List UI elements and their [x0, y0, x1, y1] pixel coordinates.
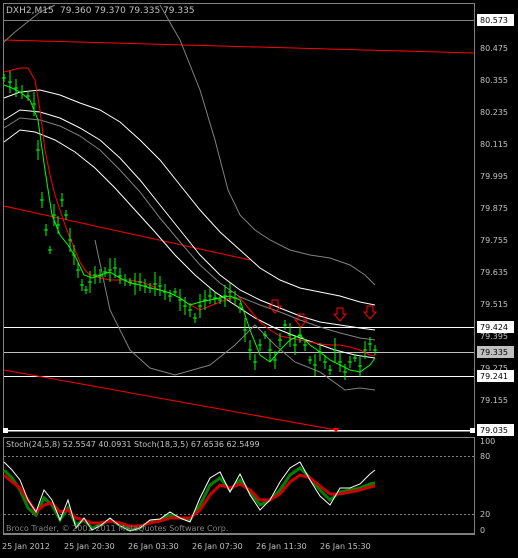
price-label-box	[477, 424, 514, 436]
down-arrow-icon	[362, 305, 378, 320]
stoch-green-line	[2, 466, 376, 532]
price-tick-label: 79.395	[480, 332, 508, 341]
gray-band-upper	[159, 4, 376, 286]
stoch-tick-100: 100	[480, 437, 495, 446]
price-candles	[2, 71, 377, 380]
time-label-5: 26 Jan 11:30	[256, 542, 307, 551]
price-tick-label: 79.755	[480, 236, 508, 245]
stoch-subwindow[interactable]	[3, 437, 475, 534]
gray-band-lower2	[94, 239, 376, 391]
white-ma-2	[3, 109, 376, 331]
price-tick-label: 80.235	[480, 108, 508, 117]
down-arrow-icon	[293, 313, 309, 328]
stoch-title: Stoch(24,5,8) 52.5547 40.0931 Stoch(18,3…	[6, 440, 260, 449]
main-chart-window[interactable]	[3, 3, 475, 432]
price-label-text: 79.335	[480, 348, 508, 357]
price-tick-label: 79.995	[480, 172, 508, 181]
price-label-box	[477, 370, 514, 382]
price-tick-label: 79.875	[480, 204, 508, 213]
line-endpoint-left[interactable]	[3, 428, 8, 433]
price-label-boxes: 80.573 79.424 79.335 79.241 79.035	[477, 14, 514, 436]
white-ma-3	[3, 129, 376, 359]
copyright-watermark: Broco Trader, © 2001-2011 MetaQuotes Sof…	[6, 524, 228, 533]
down-arrow-icon	[333, 428, 339, 433]
stoch-white-line	[3, 461, 376, 532]
line-endpoint-right[interactable]	[470, 428, 475, 433]
time-label-4: 26 Jan 07:30	[192, 542, 243, 551]
time-label-2: 25 Jan 20:30	[64, 542, 115, 551]
stoch-tick-20: 20	[480, 510, 490, 519]
price-tick-label: 80.475	[480, 44, 508, 53]
chart-symbol: DXH2,M15	[6, 6, 54, 16]
gray-band-lower	[3, 4, 56, 43]
price-tick-label: 80.355	[480, 76, 508, 85]
price-label-text: 79.241	[480, 372, 508, 381]
trendline-top[interactable]	[3, 39, 475, 54]
price-label-text: 80.573	[480, 16, 508, 25]
chart-ohlc: 79.360 79.370 79.335 79.335	[60, 6, 195, 16]
price-label-box	[477, 14, 514, 26]
trendline-middle[interactable]	[3, 205, 251, 261]
gray-ma-middle	[3, 117, 376, 341]
stoch-tick-80: 80	[480, 452, 490, 461]
time-label-6: 26 Jan 15:30	[320, 542, 371, 551]
price-label-box	[477, 346, 514, 358]
price-tick-label: 79.515	[480, 300, 508, 309]
white-ma-1	[3, 89, 376, 306]
signal-arrows	[267, 299, 378, 433]
price-tick-label: 79.275	[480, 364, 508, 373]
down-arrow-icon	[332, 307, 348, 322]
time-label-3: 26 Jan 03:30	[128, 542, 179, 551]
down-arrow-icon	[267, 299, 283, 314]
price-tick-label: 79.155	[480, 396, 508, 405]
price-tick-label: 79.635	[480, 268, 508, 277]
price-label-box	[477, 321, 514, 333]
price-tick-label: 80.115	[480, 140, 508, 149]
price-label-text: 79.035	[480, 426, 508, 435]
time-label-1: 25 Jan 2012	[2, 542, 50, 551]
green-ma-price	[3, 84, 376, 373]
trendline-bottom[interactable]	[3, 369, 337, 431]
price-label-text: 79.424	[480, 323, 508, 332]
stoch-tick-0: 0	[480, 526, 485, 535]
